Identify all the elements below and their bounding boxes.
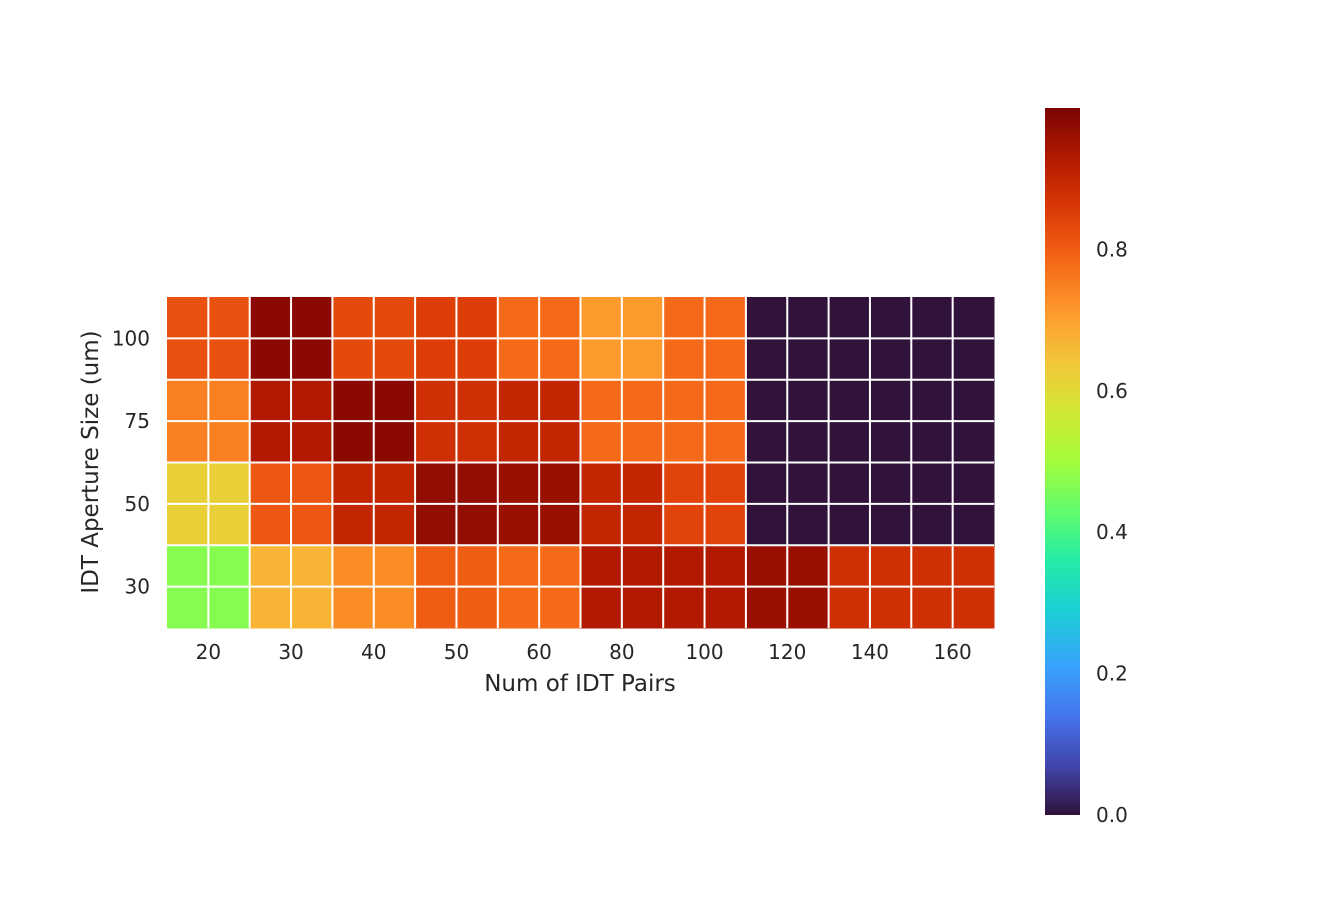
x-tick-label: 80 — [609, 640, 634, 664]
y-axis-label: IDT Aperture Size (um) — [78, 330, 104, 593]
colorbar-tick-label: 0.6 — [1096, 379, 1128, 403]
x-tick-label: 160 — [934, 640, 972, 664]
x-tick-label: 40 — [361, 640, 386, 664]
colorbar-tick-label: 0.8 — [1096, 237, 1128, 261]
x-tick-label: 120 — [768, 640, 806, 664]
colorbar-tick-label: 0.4 — [1096, 520, 1128, 544]
x-axis-ticks: 20 30 40 50 60 80 100 120 140 160 — [196, 640, 972, 664]
x-tick-label: 20 — [196, 640, 221, 664]
colorbar-tick-label: 0.0 — [1096, 803, 1128, 827]
y-tick-label: 100 — [112, 326, 150, 350]
y-axis-ticks: 100 75 50 30 — [112, 326, 150, 598]
colorbar-ticks: 0.0 0.2 0.4 0.6 0.8 — [1096, 237, 1128, 827]
colorbar-tick-label: 0.2 — [1096, 662, 1128, 686]
x-tick-label: 140 — [851, 640, 889, 664]
x-axis-label: Num of IDT Pairs — [484, 671, 676, 697]
x-tick-label: 60 — [526, 640, 551, 664]
heatmap-gridlines — [167, 297, 994, 628]
y-tick-label: 30 — [125, 575, 150, 599]
x-tick-label: 30 — [278, 640, 303, 664]
y-tick-label: 50 — [125, 492, 150, 516]
x-tick-label: 50 — [444, 640, 469, 664]
x-tick-label: 100 — [685, 640, 723, 664]
colorbar — [1045, 108, 1080, 815]
y-tick-label: 75 — [125, 409, 150, 433]
